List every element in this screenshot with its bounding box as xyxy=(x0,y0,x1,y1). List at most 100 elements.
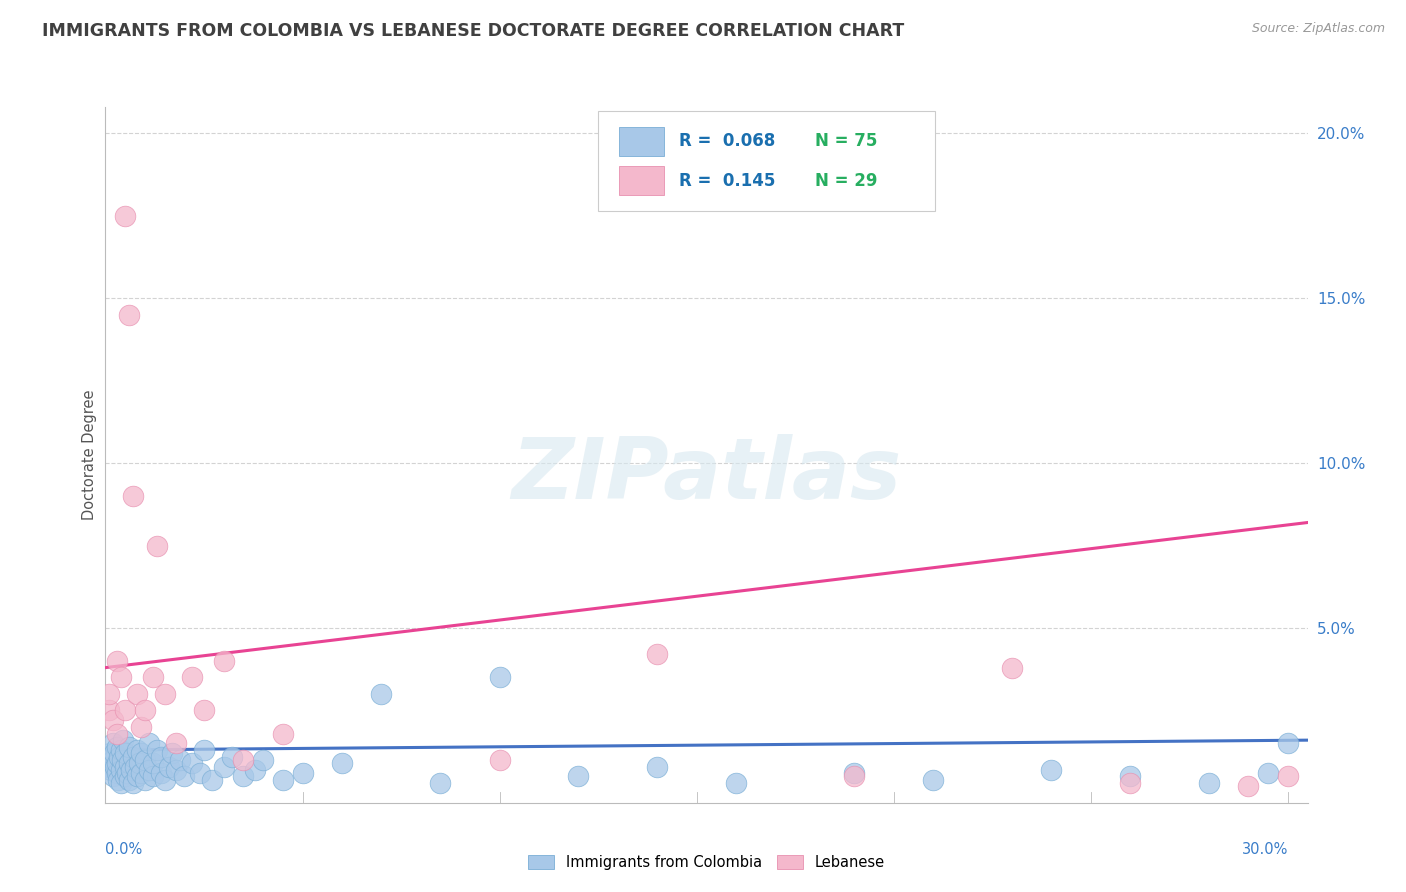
Point xyxy=(844,766,866,780)
Point xyxy=(120,763,142,777)
Point xyxy=(567,769,589,783)
Point xyxy=(97,753,120,767)
Point xyxy=(122,489,145,503)
Text: N = 75: N = 75 xyxy=(814,132,877,150)
Text: ZIPatlas: ZIPatlas xyxy=(512,434,901,517)
Point xyxy=(173,769,195,783)
Point xyxy=(271,726,294,740)
Point xyxy=(169,753,191,767)
Point xyxy=(645,648,668,662)
Point xyxy=(103,769,125,783)
Point xyxy=(97,703,120,717)
Point xyxy=(193,743,215,757)
Point xyxy=(330,756,353,771)
FancyBboxPatch shape xyxy=(599,111,935,211)
Point xyxy=(138,736,160,750)
Point xyxy=(111,753,134,767)
Point xyxy=(153,772,176,787)
Text: 0.0%: 0.0% xyxy=(105,842,142,857)
Point xyxy=(1119,776,1142,790)
Point xyxy=(145,743,167,757)
Point xyxy=(100,763,122,777)
Point xyxy=(1237,780,1260,794)
Point xyxy=(105,654,128,668)
Point xyxy=(129,720,152,734)
Point xyxy=(112,733,135,747)
Point xyxy=(107,772,129,787)
Point xyxy=(212,654,235,668)
Point xyxy=(125,687,148,701)
Point xyxy=(1198,776,1220,790)
Point xyxy=(118,772,141,787)
Point xyxy=(1257,766,1279,780)
Point xyxy=(101,736,124,750)
Point xyxy=(429,776,451,790)
Point xyxy=(103,714,125,728)
Text: 30.0%: 30.0% xyxy=(1241,842,1288,857)
Y-axis label: Doctorate Degree: Doctorate Degree xyxy=(82,390,97,520)
Point xyxy=(105,766,128,780)
Point xyxy=(157,759,180,773)
Point xyxy=(142,769,165,783)
Point xyxy=(232,753,254,767)
Point xyxy=(193,703,215,717)
Point xyxy=(1277,736,1299,750)
Point xyxy=(115,766,138,780)
Point xyxy=(165,763,187,777)
Point xyxy=(1001,660,1024,674)
Point xyxy=(128,756,150,771)
Point xyxy=(134,703,156,717)
Point xyxy=(221,749,243,764)
Point xyxy=(142,756,165,771)
Point xyxy=(114,769,136,783)
Bar xyxy=(619,127,665,156)
Point xyxy=(125,769,148,783)
Bar xyxy=(619,166,665,195)
Point xyxy=(118,308,141,322)
Point xyxy=(188,766,211,780)
Point xyxy=(105,739,128,754)
Point xyxy=(105,756,128,771)
Point xyxy=(252,753,274,767)
Point xyxy=(645,759,668,773)
Point xyxy=(105,726,128,740)
Point xyxy=(149,749,172,764)
Point xyxy=(153,687,176,701)
Point xyxy=(844,769,866,783)
Point xyxy=(162,747,184,761)
Text: R =  0.145: R = 0.145 xyxy=(679,172,775,191)
Point xyxy=(98,759,121,773)
Legend: Immigrants from Colombia, Lebanese: Immigrants from Colombia, Lebanese xyxy=(523,849,890,876)
Point xyxy=(110,743,132,757)
Point xyxy=(232,769,254,783)
Point xyxy=(118,756,141,771)
Point xyxy=(245,763,267,777)
Point xyxy=(103,753,125,767)
Point xyxy=(142,671,165,685)
Point xyxy=(181,671,204,685)
Point xyxy=(725,776,748,790)
Point xyxy=(118,739,141,754)
Point xyxy=(114,703,136,717)
Text: R =  0.068: R = 0.068 xyxy=(679,132,775,150)
Point xyxy=(181,756,204,771)
Point xyxy=(114,759,136,773)
Point xyxy=(1277,769,1299,783)
Point xyxy=(271,772,294,787)
Point xyxy=(488,671,510,685)
Point xyxy=(98,687,121,701)
Point xyxy=(922,772,945,787)
Point xyxy=(125,743,148,757)
Point xyxy=(134,772,156,787)
Point xyxy=(98,747,121,761)
Point xyxy=(114,209,136,223)
Point xyxy=(145,539,167,553)
Point xyxy=(488,753,510,767)
Point xyxy=(108,749,131,764)
Text: Source: ZipAtlas.com: Source: ZipAtlas.com xyxy=(1251,22,1385,36)
Point xyxy=(110,763,132,777)
Text: N = 29: N = 29 xyxy=(814,172,877,191)
Point xyxy=(370,687,392,701)
Point xyxy=(122,749,145,764)
Point xyxy=(114,747,136,761)
